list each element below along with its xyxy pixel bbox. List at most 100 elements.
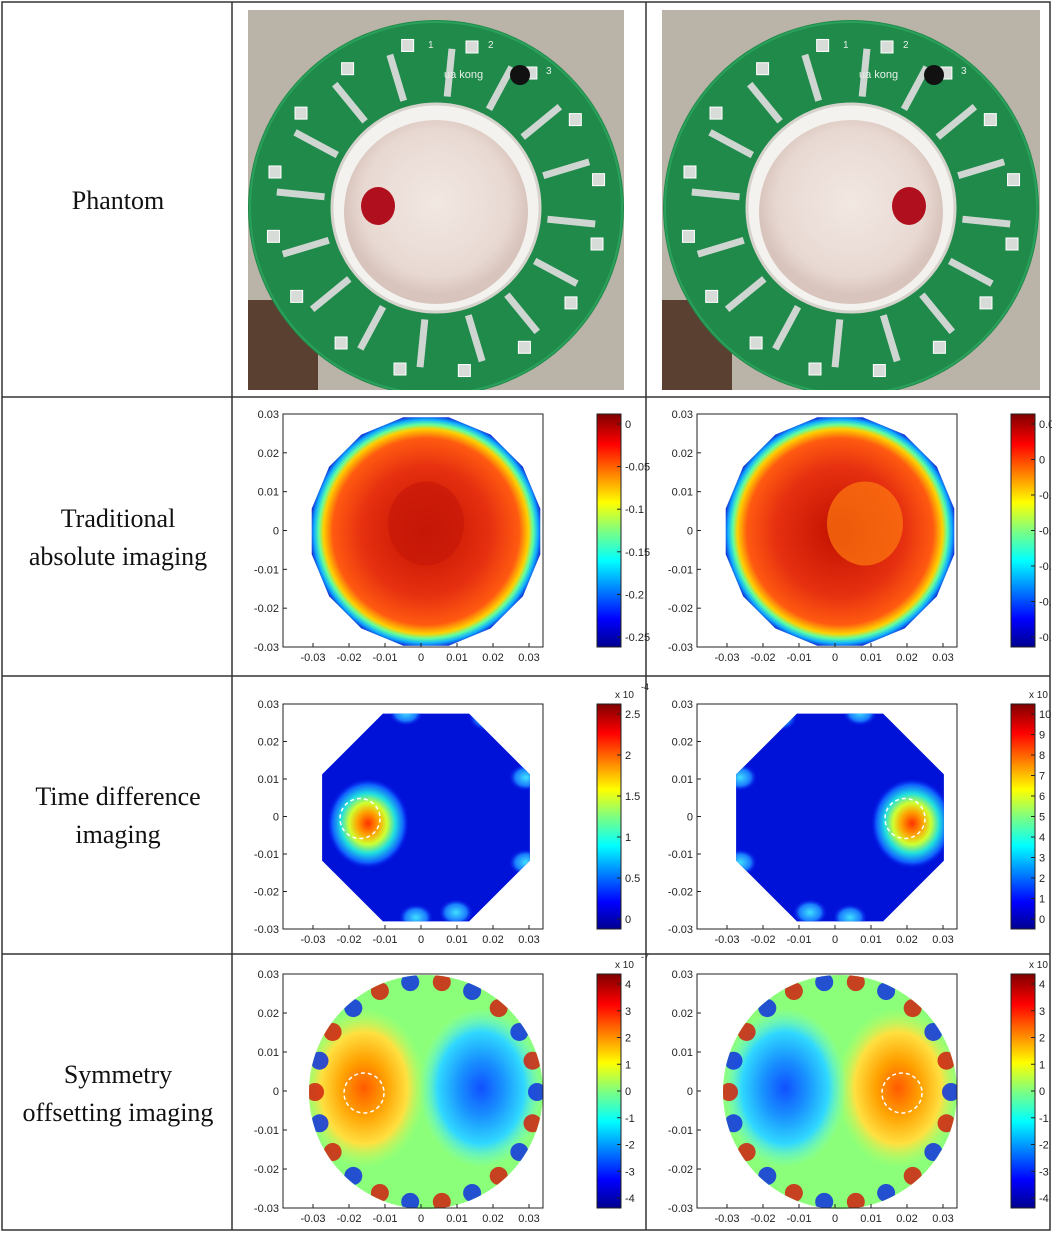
colorbar-tick-label: -0.25 — [1039, 632, 1052, 644]
edge-oscillation — [784, 982, 803, 1001]
board-number: 3 — [961, 66, 967, 77]
y-tick-label: 0.03 — [672, 409, 693, 421]
electrode-pad — [334, 336, 348, 350]
edge-artifact — [508, 848, 530, 877]
edge-oscillation — [877, 1183, 896, 1202]
electrode — [724, 276, 767, 312]
colorbar-exponent-power: -4 — [641, 682, 649, 692]
x-tick-label: -0.02 — [750, 934, 775, 946]
electrode — [504, 292, 540, 335]
edge-oscillation — [723, 1083, 738, 1101]
true-position-marker — [339, 797, 381, 840]
colorbar-tick-label: 1 — [625, 832, 631, 844]
electrode-pad — [756, 62, 770, 76]
board-number: 1 — [843, 40, 849, 51]
edge-oscillation — [523, 1051, 542, 1070]
tissue — [759, 120, 943, 304]
y-tick-label: 0 — [687, 1086, 693, 1098]
y-tick-label: -0.02 — [668, 1164, 693, 1176]
heatmap-domain — [311, 417, 541, 646]
edge-oscillation — [310, 1114, 329, 1133]
x-tick-label: 0.02 — [482, 1213, 503, 1225]
edge-oscillation — [432, 975, 451, 992]
plot-panel: 0.03 0.02 0.01 0 -0.01 -0.02 -0.03 -0.03 -0.02 -0… — [668, 960, 1049, 1225]
y-tick-label: 0 — [273, 812, 279, 824]
colorbar-tick-label: 4 — [625, 979, 631, 991]
y-tick-label: -0.01 — [668, 849, 693, 861]
y-tick-label: 0.03 — [258, 409, 279, 421]
y-tick-label: 0.02 — [258, 448, 279, 460]
electrode — [948, 257, 994, 287]
heatmap-domain — [736, 713, 944, 922]
y-tick-label: 0 — [687, 812, 693, 824]
colorbar-tick-label: -0.1 — [625, 504, 644, 516]
edge-oscillation — [463, 982, 482, 1001]
edge-artifact — [398, 903, 434, 922]
colorbar-exponent-power: -7 — [641, 952, 649, 962]
colorbar — [596, 703, 622, 930]
edge-oscillation — [924, 1143, 943, 1162]
y-tick-label: -0.01 — [254, 564, 279, 576]
edge-artifact — [438, 898, 474, 922]
electrode-pad — [1007, 173, 1021, 187]
colorbar-tick-label: 4 — [1039, 979, 1045, 991]
conductivity-region — [388, 481, 464, 566]
colorbar-tick-label: -4 — [1039, 1193, 1049, 1205]
y-tick-label: -0.02 — [254, 1164, 279, 1176]
colorbar-tick-label: 9 — [1039, 730, 1045, 742]
colorbar-exponent: x 10 — [615, 690, 634, 701]
board-number: 2 — [488, 40, 494, 51]
electrode — [293, 129, 339, 159]
row-label-traditional-absolute: Traditional absolute imaging — [28, 504, 208, 571]
electrode-pad — [709, 106, 723, 120]
y-tick-label: -0.01 — [254, 1125, 279, 1137]
x-tick-label: 0.02 — [482, 934, 503, 946]
y-tick-label: -0.02 — [668, 603, 693, 615]
positive-lobe — [836, 1008, 957, 1168]
edge-oscillation — [463, 1183, 482, 1202]
plot-panel: 0.03 0.02 0.01 0 -0.01 -0.02 -0.03 -0.03 -0.02 -0… — [254, 682, 649, 946]
electrode-pad — [268, 165, 282, 179]
heatmap-domain — [309, 975, 543, 1209]
colorbar-tick-label: 6 — [1039, 791, 1045, 803]
colorbar-exponent: x 10 — [1029, 960, 1048, 971]
edge-oscillation — [370, 982, 389, 1001]
colorbar-tick-label: -0.2 — [1039, 597, 1052, 609]
y-tick-label: -0.01 — [254, 849, 279, 861]
edge-oscillation — [942, 1083, 957, 1101]
plot-panel: 0.03 0.02 0.01 0 -0.01 -0.02 -0.03 -0.03 -0.02 -0… — [254, 409, 650, 664]
colorbar-tick-label: 0 — [625, 914, 631, 926]
electrode-pad — [816, 38, 830, 52]
y-tick-label: 0.02 — [258, 1008, 279, 1020]
edge-oscillation — [815, 1192, 834, 1209]
colorbar-tick-label: -1 — [1039, 1113, 1049, 1125]
target-inclusion — [892, 187, 926, 225]
y-tick-label: -0.03 — [254, 642, 279, 654]
colorbar-tick-label: -3 — [625, 1166, 635, 1178]
x-tick-label: 0.02 — [896, 652, 917, 664]
x-tick-label: 0.03 — [932, 1213, 953, 1225]
y-tick-label: 0.02 — [258, 737, 279, 749]
y-tick-label: 0.01 — [258, 1047, 279, 1059]
x-tick-label: 0.03 — [518, 652, 539, 664]
y-tick-label: 0.01 — [672, 1047, 693, 1059]
electrode-pad — [808, 362, 822, 376]
y-tick-label: -0.03 — [254, 1203, 279, 1215]
colorbar-tick-label: 1 — [1039, 894, 1045, 906]
y-tick-label: -0.03 — [254, 924, 279, 936]
x-tick-label: -0.02 — [750, 1213, 775, 1225]
colorbar-tick-label: 7 — [1039, 771, 1045, 783]
electrode — [747, 81, 783, 124]
edge-oscillation — [937, 1051, 956, 1070]
electrode-pad — [749, 336, 763, 350]
colorbar-tick-label: -0.15 — [625, 547, 650, 559]
colorbar-tick-label: 10 — [1039, 709, 1051, 721]
colorbar-tick-label: 2 — [625, 750, 631, 762]
electrode-pad — [341, 62, 355, 76]
board-number: 1 — [428, 40, 434, 51]
colorbar-tick-label: 0 — [1039, 455, 1045, 467]
edge-oscillation — [510, 1022, 529, 1041]
x-tick-label: -0.03 — [300, 1213, 325, 1225]
colorbar-tick-label: 0.05 — [1039, 419, 1052, 431]
